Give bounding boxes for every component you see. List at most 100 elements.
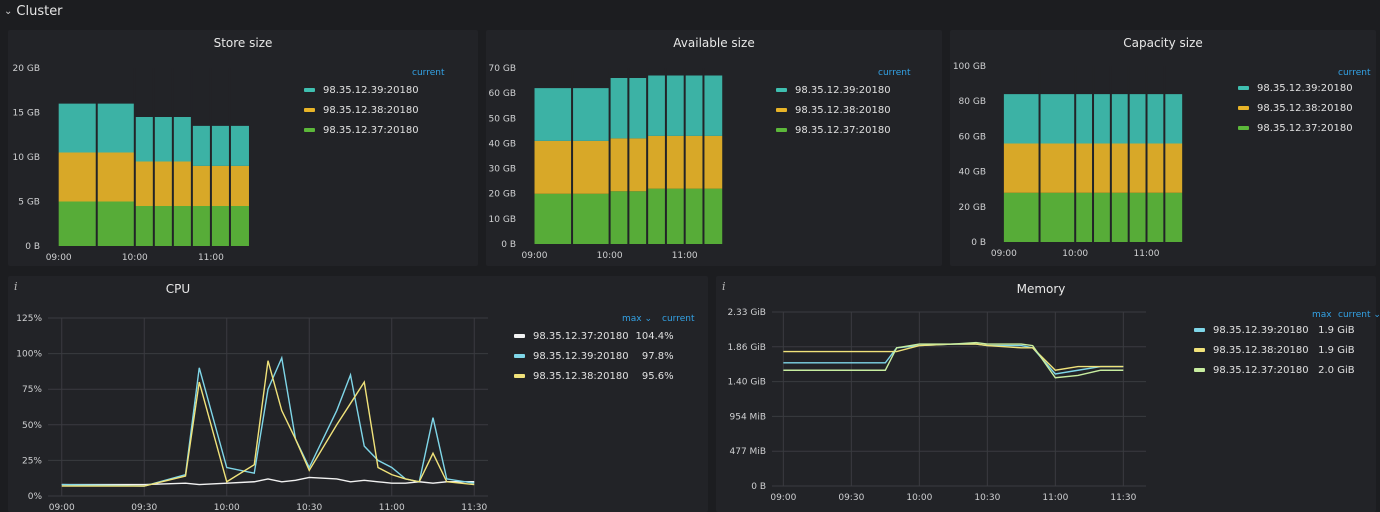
y-tick-label: 80 GB — [959, 97, 986, 107]
y-tick-label: 100% — [16, 350, 42, 360]
legend-item[interactable]: 98.35.12.38:20180 — [776, 100, 891, 120]
line-series-1 — [61, 355, 475, 487]
y-tick-label: 2.33 GiB — [727, 308, 766, 318]
y-tick-label: 40 GB — [489, 139, 516, 149]
chevron-down-icon[interactable]: ⌄ — [4, 5, 13, 17]
legend-swatch — [776, 128, 787, 132]
x-tick-label: 10:00 — [906, 493, 932, 503]
legend-label: 98.35.12.37:20180 — [1257, 122, 1353, 134]
y-tick-label: 15 GB — [13, 109, 40, 119]
cpu-chart: 125% 100% 75% 50% 25% 0% 09:00 09:30 10:00 10:30 1… — [16, 314, 488, 512]
legend-swatch — [1194, 368, 1205, 372]
panel-title: CPU — [165, 282, 191, 296]
y-tick-label: 75% — [22, 385, 42, 395]
legend-item[interactable]: 98.35.12.38:20180 — [304, 100, 419, 120]
x-tick-label: 11:30 — [1110, 493, 1136, 503]
memory-panel: i Memory 2.33 GiB 1.86 GiB 1.40 GiB 954 MiB… — [716, 276, 1380, 512]
y-tick-label: 0% — [28, 492, 43, 502]
y-tick-label: 20 GB — [489, 190, 516, 200]
legend-current-header[interactable]: current — [662, 314, 695, 324]
memory-chart: 2.33 GiB 1.86 GiB 1.40 GiB 954 MiB 477 MiB 0 … — [727, 308, 1146, 503]
legend-label: 98.35.12.39:20180 — [795, 84, 891, 96]
y-tick-label: 1.40 GiB — [727, 378, 766, 388]
legend-item[interactable]: 98.35.12.38:20180 95.6% — [514, 366, 674, 386]
y-tick-label: 1.86 GiB — [727, 343, 766, 353]
legend-item[interactable]: 98.35.12.39:20180 — [304, 80, 419, 100]
x-tick-label: 09:00 — [522, 251, 548, 261]
line-series-2 — [783, 341, 1124, 379]
legend-item[interactable]: 98.35.12.37:20180 — [776, 120, 891, 140]
y-tick-label: 0 B — [751, 482, 766, 492]
y-tick-label: 50 GB — [489, 114, 516, 124]
store-size-panel: Store size 20 GB 15 GB 10 GB 5 GB 0 B 09:00 10… — [8, 30, 478, 266]
legend-swatch — [776, 88, 787, 92]
line-series-2 — [61, 360, 475, 487]
legend-item[interactable]: 98.35.12.37:20180 104.4% — [514, 326, 674, 346]
legend-swatch — [1238, 86, 1249, 90]
info-icon[interactable]: i — [14, 280, 18, 293]
available-size-chart: 70 GB 60 GB 50 GB 40 GB 30 GB 20 GB 10 GB 0 B 09… — [489, 64, 723, 261]
legend-swatch — [1194, 328, 1205, 332]
x-tick-label: 11:00 — [379, 503, 405, 512]
row-header-cluster[interactable]: ⌄ Cluster — [4, 2, 63, 20]
panel-title: Available size — [673, 36, 755, 50]
legend-item[interactable]: 98.35.12.39:20180 1.9 GiB — [1194, 320, 1355, 340]
legend-swatch — [514, 334, 525, 338]
x-tick-label: 11:00 — [198, 253, 224, 263]
legend-item[interactable]: 98.35.12.38:20180 — [1238, 98, 1353, 118]
legend-current-header[interactable]: current ⌄ — [1338, 310, 1380, 320]
chevron-down-icon: ⌄ — [644, 314, 653, 324]
legend-current-header[interactable]: current — [412, 68, 445, 78]
legend-max-value: 104.4% — [635, 330, 674, 342]
legend-swatch — [304, 128, 315, 132]
x-tick-label: 09:00 — [991, 249, 1017, 259]
legend-label: 98.35.12.37:20180 — [795, 124, 891, 136]
legend-label: 98.35.12.37:20180 — [1213, 364, 1309, 376]
store-size-chart: 20 GB 15 GB 10 GB 5 GB 0 B 09:00 10:00 11:00 — [13, 64, 249, 263]
legend-swatch — [514, 354, 525, 358]
y-tick-label: 954 MiB — [730, 412, 766, 422]
y-tick-label: 20 GB — [959, 203, 986, 213]
x-tick-label: 11:00 — [1042, 493, 1068, 503]
legend-current-header[interactable]: current — [878, 68, 911, 78]
legend-item[interactable]: 98.35.12.37:20180 2.0 GiB — [1194, 360, 1355, 380]
legend-swatch — [514, 374, 525, 378]
x-tick-label: 10:30 — [974, 493, 1000, 503]
x-tick-label: 10:00 — [122, 253, 148, 263]
x-tick-label: 10:00 — [1062, 249, 1088, 259]
x-tick-label: 11:00 — [672, 251, 698, 261]
legend-label: 98.35.12.38:20180 — [1213, 344, 1309, 356]
legend-max-value: 2.0 GiB — [1318, 364, 1355, 376]
legend-item[interactable]: 98.35.12.38:20180 1.9 GiB — [1194, 340, 1355, 360]
legend-label: 98.35.12.38:20180 — [1257, 102, 1353, 114]
legend-max-value: 95.6% — [641, 370, 674, 382]
y-tick-label: 10 GB — [489, 215, 516, 225]
y-tick-label: 20 GB — [13, 64, 40, 74]
legend-item[interactable]: 98.35.12.39:20180 — [1238, 78, 1353, 98]
x-tick-label: 09:00 — [770, 493, 796, 503]
x-tick-label: 11:30 — [461, 503, 487, 512]
legend-swatch — [1194, 348, 1205, 352]
y-tick-label: 25% — [22, 456, 42, 466]
y-tick-label: 100 GB — [953, 62, 986, 72]
legend-label: 98.35.12.37:20180 — [533, 330, 629, 342]
legend-swatch — [304, 108, 315, 112]
legend-item[interactable]: 98.35.12.39:20180 97.8% — [514, 346, 674, 366]
legend-max-value: 97.8% — [641, 350, 674, 362]
row-title: Cluster — [16, 3, 63, 19]
available-size-panel: Available size 70 GB 60 GB 50 GB 40 GB 30 GB… — [486, 30, 942, 266]
legend-current-header[interactable]: current — [1338, 68, 1371, 78]
legend-item[interactable]: 98.35.12.37:20180 — [1238, 118, 1353, 138]
info-icon[interactable]: i — [722, 280, 726, 293]
legend-max-header[interactable]: max ⌄ — [622, 314, 653, 324]
legend-item[interactable]: 98.35.12.39:20180 — [776, 80, 891, 100]
legend-item[interactable]: 98.35.12.37:20180 — [304, 120, 419, 140]
y-tick-label: 10 GB — [13, 153, 40, 163]
y-tick-label: 50% — [22, 421, 42, 431]
panel-title: Capacity size — [1123, 36, 1203, 50]
line-series-1 — [783, 343, 1124, 371]
legend-max-header[interactable]: max — [1312, 310, 1332, 320]
capacity-size-chart: 100 GB 80 GB 60 GB 40 GB 20 GB 0 B 09:00 10:00 1… — [953, 62, 1183, 259]
y-tick-label: 60 GB — [489, 89, 516, 99]
legend-swatch — [776, 108, 787, 112]
